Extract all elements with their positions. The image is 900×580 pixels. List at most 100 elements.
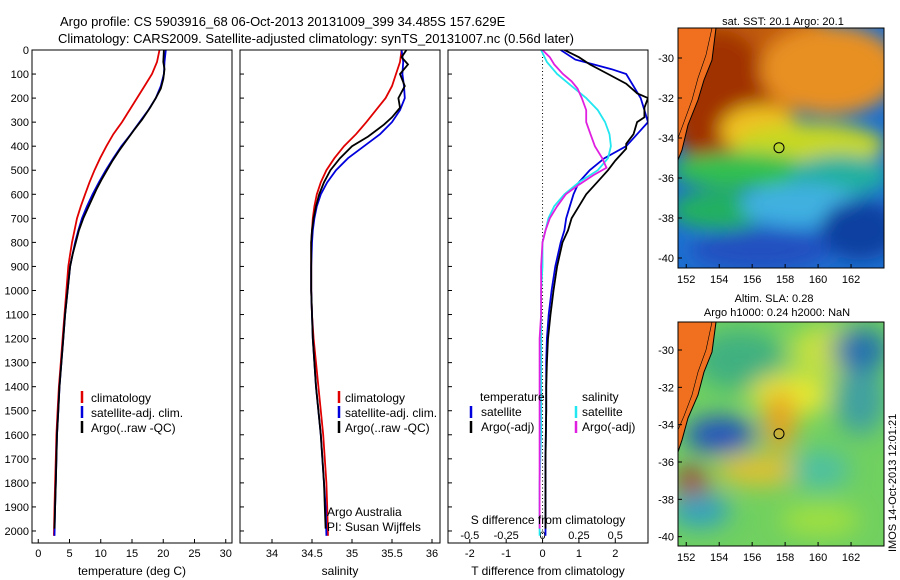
x-tick-label: 35: [346, 548, 358, 560]
depth-tick-label: 1000: [5, 285, 29, 297]
map-lon-label: 158: [776, 552, 794, 564]
sst-map-x-ticks: 152 154 156 158 160 162: [677, 264, 860, 286]
salinity-legend-argo: Argo(..raw -QC): [345, 421, 430, 435]
sla-map-image: [678, 322, 884, 546]
s-tick-label: -0.25: [494, 530, 519, 542]
x-tick-label: 0: [539, 548, 545, 560]
series-line-t-satellite: [544, 50, 648, 536]
difference-axes-frame: [447, 49, 649, 544]
series-line-argo-raw-qc-: [53, 50, 166, 529]
difference-y-ticks: [448, 49, 452, 532]
temperature-x-label: temperature (deg C): [78, 564, 186, 578]
sla-map-title-2: Argo h1000: 0.24 h2000: NaN: [704, 307, 850, 319]
depth-tick-label: 700: [11, 213, 29, 225]
depth-tick-label: 400: [11, 141, 29, 153]
series-line-climatology: [53, 50, 161, 536]
difference-legend: temperature satellite Argo(-adj) salinit…: [469, 390, 635, 434]
sst-map-title: sat. SST: 20.1 Argo: 20.1: [722, 16, 844, 28]
salinity-y-ticks: [240, 49, 244, 532]
s-tick-label: -0.5: [460, 530, 479, 542]
temperature-legend-climatology: climatology: [91, 391, 151, 405]
map-lon-label: 156: [743, 552, 761, 564]
temperature-x-ticks: 0 5 10 15 20 25 30: [35, 539, 232, 560]
map-lat-label: -36: [658, 457, 674, 469]
salinity-legend-climatology: climatology: [345, 391, 405, 405]
map-lon-label: 162: [842, 274, 860, 286]
map-lat-label: -36: [658, 173, 674, 185]
s-tick-label: 0.25: [568, 530, 589, 542]
series-line-s-argo-adj-: [538, 50, 608, 529]
map-lat-label: -40: [658, 253, 674, 265]
temperature-axes-frame: [31, 49, 233, 544]
series-line-s-satellite: [538, 50, 612, 536]
salinity-x-label: salinity: [322, 564, 359, 578]
series-line-satellite-adj-clim-: [53, 50, 167, 536]
depth-tick-label: 1600: [5, 430, 29, 442]
series-line-climatology: [310, 50, 403, 536]
x-tick-label: -2: [465, 548, 475, 560]
sla-map-y-ticks: -30 -32 -34 -36 -38 -40: [658, 345, 682, 544]
sst-map-y-ticks: -30 -32 -34 -36 -38 -40: [658, 53, 682, 265]
x-tick-label: 34: [266, 548, 278, 560]
map-lat-label: -38: [658, 213, 674, 225]
depth-tick-label: 1400: [5, 382, 29, 394]
title-line-2: Climatology: CARS2009. Satellite-adjuste…: [58, 31, 574, 46]
temperature-panel: 0100200300400500600700800900100011001200…: [5, 45, 233, 578]
map-lon-label: 162: [842, 552, 860, 564]
map-lat-label: -30: [658, 53, 674, 65]
depth-tick-label: 2000: [5, 526, 29, 538]
depth-tick-label: 1900: [5, 502, 29, 514]
depth-tick-label: 1300: [5, 358, 29, 370]
depth-tick-label: 1200: [5, 334, 29, 346]
sla-map-frame: [677, 321, 885, 547]
map-lon-label: 158: [776, 274, 794, 286]
map-lon-label: 154: [710, 274, 728, 286]
s-difference-x-label: S difference from climatology: [471, 513, 626, 527]
series-line-t-argo-adj-: [544, 50, 648, 529]
depth-tick-label: 300: [11, 117, 29, 129]
sla-map-panel: Altim. SLA: 0.28 Argo h1000: 0.24 h2000:…: [658, 293, 885, 564]
s-tick-label: 0.5: [608, 530, 623, 542]
difference-legend-s-argo: Argo(-adj): [582, 420, 635, 434]
salinity-annotation-pi: PI: Susan Wijffels: [327, 520, 421, 534]
sst-map-frame: [677, 27, 885, 269]
x-tick-label: 2: [612, 548, 618, 560]
depth-tick-label: 0: [23, 45, 29, 57]
map-lon-label: 156: [743, 274, 761, 286]
depth-tick-label: 500: [11, 165, 29, 177]
map-lon-label: 152: [677, 552, 695, 564]
x-tick-label: -1: [501, 548, 511, 560]
depth-tick-label: 1700: [5, 454, 29, 466]
x-tick-label: 10: [95, 548, 107, 560]
salinity-legend-satellite: satellite-adj. clim.: [345, 406, 437, 420]
salinity-panel: 34 34.5 35 35.5 36 salinity climatology sate…: [239, 49, 441, 578]
map-lat-label: -34: [658, 133, 674, 145]
depth-tick-label: 600: [11, 189, 29, 201]
temperature-lines: [53, 50, 167, 536]
x-tick-label: 35.5: [381, 548, 402, 560]
t-difference-x-label: T difference from climatology: [471, 564, 625, 578]
x-tick-label: 1: [576, 548, 582, 560]
x-tick-label: 15: [126, 548, 138, 560]
temperature-legend-argo: Argo(..raw -QC): [91, 421, 176, 435]
temperature-legend-satellite: satellite-adj. clim.: [91, 406, 183, 420]
series-line-argo-raw-qc-: [310, 50, 410, 529]
map-lat-label: -38: [658, 494, 674, 506]
salinity-axes-frame: [239, 49, 441, 544]
difference-legend-temperature-heading: temperature: [480, 390, 545, 404]
sla-map-x-ticks: 152 154 156 158 160 162: [677, 542, 860, 564]
x-tick-label: 36: [426, 548, 438, 560]
salinity-x-ticks: 34 34.5 35 35.5 36: [266, 539, 438, 560]
difference-legend-t-satellite: satellite: [481, 405, 522, 419]
imos-credit: IMOS 14-Oct-2013 12:01:21: [887, 414, 899, 552]
map-lat-label: -32: [658, 382, 674, 394]
sla-map-argo-marker: [773, 428, 785, 440]
x-tick-label: 34.5: [301, 548, 322, 560]
temperature-legend: climatology satellite-adj. clim. Argo(..…: [80, 391, 183, 435]
map-lon-label: 160: [809, 552, 827, 564]
difference-lines: [538, 50, 648, 536]
salinity-lines: [310, 50, 410, 536]
depth-tick-label: 1500: [5, 406, 29, 418]
map-lon-label: 154: [710, 552, 728, 564]
